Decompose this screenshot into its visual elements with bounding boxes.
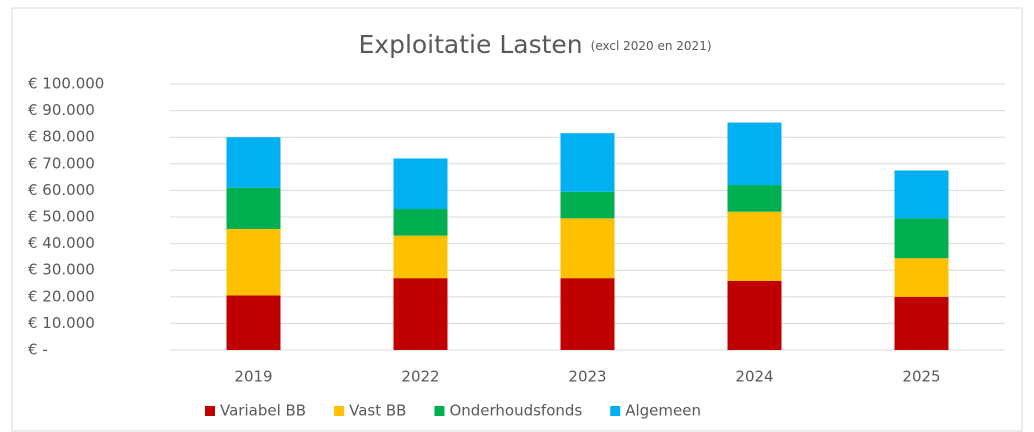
- y-tick-label: € 60.000: [28, 181, 95, 199]
- chart-subtitle: (excl 2020 en 2021): [591, 39, 712, 53]
- legend-label: Algemeen: [625, 402, 701, 420]
- chart-title: Exploitatie Lasten: [358, 30, 582, 59]
- bar-segment: [560, 133, 615, 192]
- chart-border: [11, 7, 1023, 432]
- bar-segment: [393, 158, 448, 210]
- bar-segment: [393, 235, 448, 279]
- bar-segment: [560, 278, 615, 350]
- bar-segment: [727, 185, 782, 212]
- legend-swatch: [205, 406, 215, 416]
- y-tick-label: € 20.000: [28, 287, 95, 305]
- bar-segment: [560, 191, 615, 219]
- y-tick-label: € 30.000: [28, 261, 95, 279]
- x-tick-label: 2025: [902, 368, 940, 386]
- y-tick-label: € 50.000: [28, 208, 95, 226]
- bar-segment: [560, 218, 615, 279]
- bar-segment: [894, 258, 949, 297]
- bar-segment: [894, 170, 949, 219]
- x-tick-label: 2024: [735, 368, 773, 386]
- y-tick-label: € 90.000: [28, 101, 95, 119]
- legend-swatch: [434, 406, 445, 416]
- bar-segment: [226, 187, 281, 229]
- legend-label: Onderhoudsfonds: [449, 402, 582, 420]
- bar-segment: [393, 278, 448, 350]
- y-tick-label: € 80.000: [28, 128, 95, 146]
- y-tick-label: € 100.000: [28, 75, 104, 93]
- y-tick-label: € 70.000: [28, 154, 95, 172]
- bar-segment: [727, 122, 782, 186]
- bar-segment: [894, 218, 949, 259]
- y-tick-label: € 40.000: [28, 234, 95, 252]
- chart-title-group: Exploitatie Lasten (excl 2020 en 2021): [358, 30, 711, 59]
- x-tick-label: 2023: [568, 368, 606, 386]
- bar-segment: [226, 228, 281, 296]
- legend-swatch: [610, 406, 621, 416]
- y-tick-label: € 10.000: [28, 314, 95, 332]
- bar-segment: [226, 137, 281, 188]
- bar-segment: [727, 280, 782, 350]
- x-tick-label: 2019: [234, 368, 272, 386]
- bar-segment: [894, 296, 949, 350]
- x-tick-label: 2022: [401, 368, 439, 386]
- legend-swatch: [334, 406, 345, 416]
- bar-segment: [226, 295, 281, 350]
- legend-label: Variabel BB: [220, 402, 306, 420]
- legend-label: Vast BB: [349, 402, 406, 420]
- bar-segment: [727, 211, 782, 281]
- bar-segment: [393, 209, 448, 236]
- y-tick-label: € -: [28, 341, 48, 359]
